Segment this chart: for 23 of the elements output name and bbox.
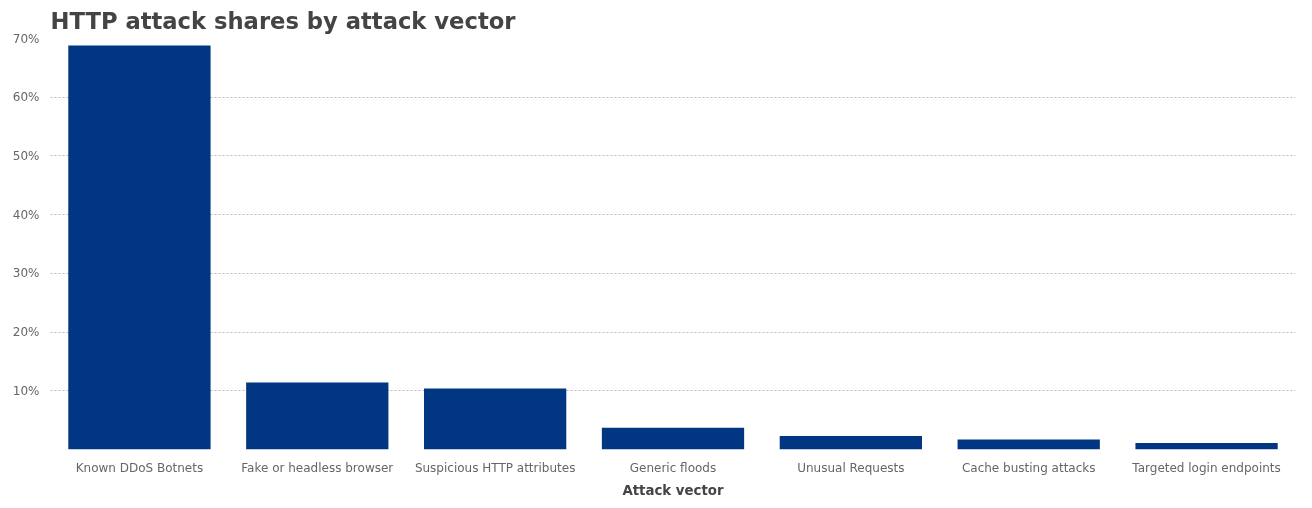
bar [957, 439, 1100, 450]
x-axis-title: Attack vector [622, 482, 725, 498]
y-tick-label: 20% [12, 325, 40, 340]
chart-title: HTTP attack shares by attack vector [50, 7, 517, 34]
bar [779, 436, 922, 450]
x-tick-label: Suspicious HTTP attributes [414, 460, 576, 475]
y-tick-label: 30% [12, 266, 40, 281]
x-tick-label: Known DDoS Botnets [75, 460, 204, 475]
bar [246, 382, 389, 450]
y-tick-label: 10% [12, 383, 40, 398]
x-tick-label: Targeted login endpoints [1131, 460, 1281, 475]
x-tick-label: Unusual Requests [797, 460, 905, 475]
bar [1135, 443, 1278, 450]
x-tick-label: Cache busting attacks [961, 460, 1096, 475]
y-tick-label: 70% [12, 31, 40, 46]
x-tick-label: Fake or headless browser [241, 460, 394, 475]
bar [601, 427, 745, 450]
bar [424, 388, 567, 450]
y-tick-label: 60% [12, 90, 40, 105]
y-tick-label: 40% [12, 207, 40, 222]
x-tick-label: Generic floods [629, 460, 717, 475]
y-tick-label: 50% [12, 148, 40, 163]
bar [68, 45, 211, 450]
